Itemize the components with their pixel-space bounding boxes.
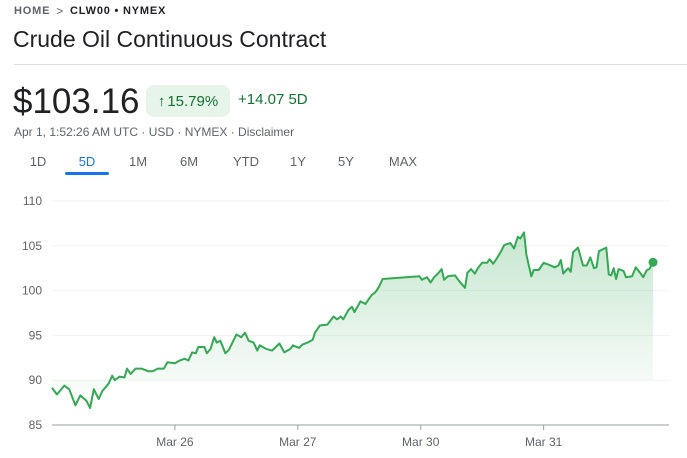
tab-1y[interactable]: 1Y bbox=[290, 154, 306, 169]
price-line bbox=[51, 231, 654, 409]
price-chart: 110 105 100 95 90 85 Mar 26 Mar 27 Mar 30 Mar 31 bbox=[22, 194, 669, 449]
y-tick-label: 110 bbox=[23, 194, 42, 208]
x-tick-label: Mar 26 bbox=[156, 435, 194, 449]
divider bbox=[14, 64, 687, 65]
page-title: Crude Oil Continuous Contract bbox=[13, 26, 327, 52]
breadcrumb-symbol: CLW00 • NYMEX bbox=[70, 5, 167, 17]
percent-change-badge: ↑ 15.79% bbox=[146, 85, 230, 117]
tab-ytd[interactable]: YTD bbox=[233, 154, 259, 169]
quote-subtitle: Apr 1, 1:52:26 AM UTC · USD · NYMEX · Di… bbox=[14, 125, 295, 139]
tab-6m[interactable]: 6M bbox=[179, 154, 199, 169]
arrow-up-icon: ↑ bbox=[157, 92, 166, 110]
tab-5d[interactable]: 5D bbox=[65, 152, 109, 175]
current-price: $103.16 bbox=[13, 82, 140, 121]
x-tick-label: Mar 31 bbox=[525, 435, 563, 449]
tab-max[interactable]: MAX bbox=[388, 154, 418, 169]
breadcrumb: HOME > CLW00 • NYMEX bbox=[14, 4, 166, 18]
current-price-dot bbox=[648, 257, 658, 267]
x-tick-label: Mar 27 bbox=[279, 435, 317, 449]
y-tick-label: 90 bbox=[29, 373, 43, 387]
tab-5y[interactable]: 5Y bbox=[338, 154, 354, 169]
y-tick-label: 85 bbox=[29, 418, 43, 432]
y-tick-label: 105 bbox=[22, 239, 42, 253]
x-tick-label: Mar 30 bbox=[402, 435, 440, 449]
breadcrumb-home-link[interactable]: HOME bbox=[14, 5, 51, 17]
percent-change: 15.79% bbox=[167, 92, 219, 110]
area-fill bbox=[52, 232, 653, 408]
tab-1d[interactable]: 1D bbox=[29, 154, 47, 169]
y-tick-label: 100 bbox=[22, 284, 42, 298]
chevron-right-icon: > bbox=[56, 4, 65, 18]
absolute-change: +14.07 5D bbox=[238, 91, 308, 108]
tab-1m[interactable]: 1M bbox=[128, 154, 148, 169]
y-tick-label: 95 bbox=[29, 328, 43, 342]
